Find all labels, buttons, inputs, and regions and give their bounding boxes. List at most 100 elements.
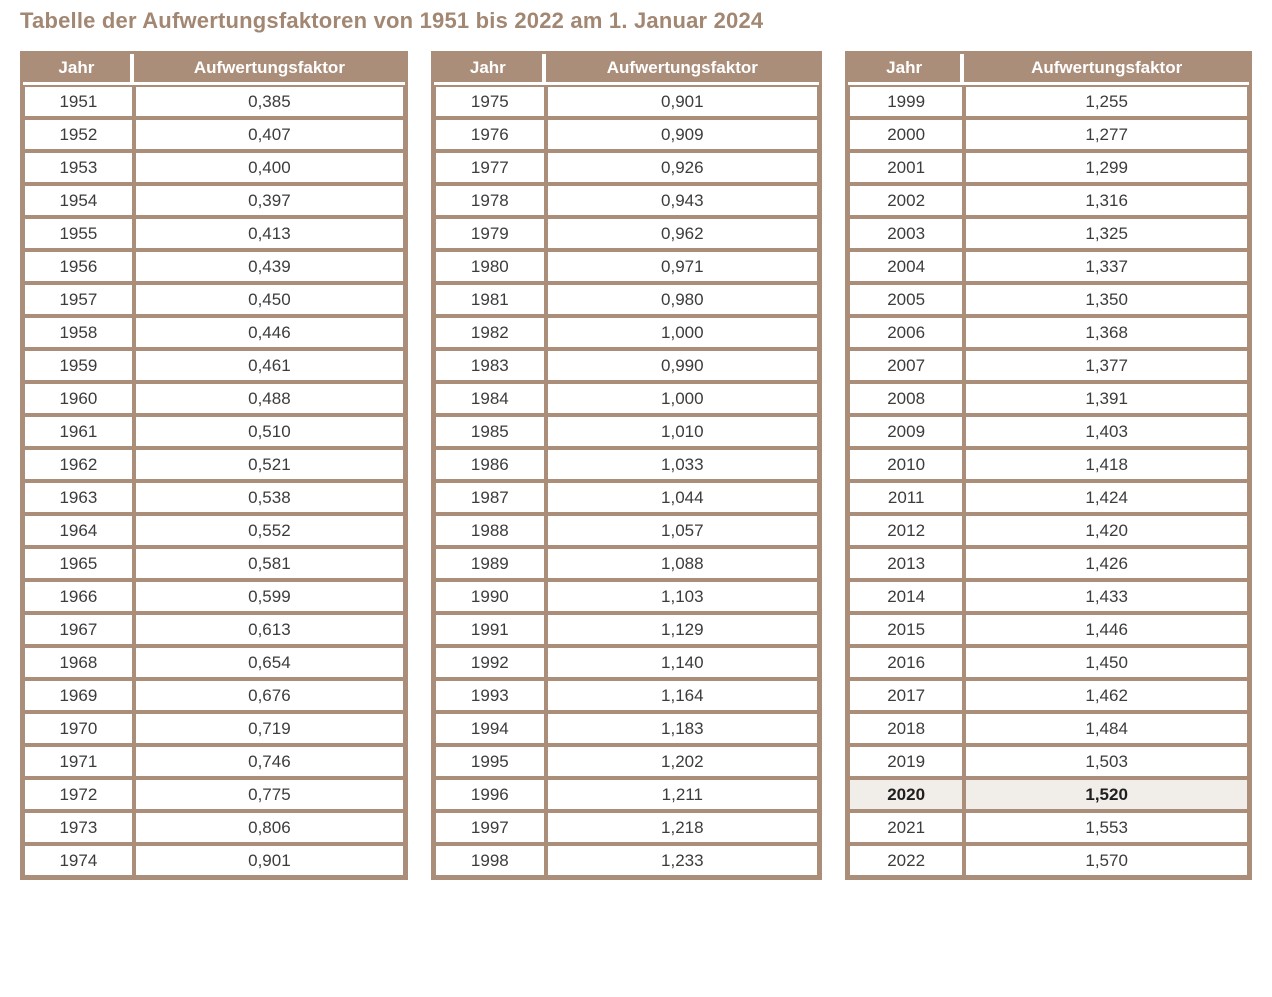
table-row: 2020 1,520: [848, 778, 1249, 811]
factor-cell: 1,420: [964, 514, 1249, 547]
table-row: 1972 0,775: [23, 778, 405, 811]
year-cell: 1971: [23, 745, 134, 778]
year-cell: 2000: [848, 118, 965, 151]
year-cell: 1982: [434, 316, 546, 349]
factor-cell: 0,719: [133, 712, 405, 745]
factor-cell: 0,990: [545, 349, 819, 382]
factor-cell: 1,140: [545, 646, 819, 679]
factor-cell: 1,368: [964, 316, 1249, 349]
factor-cell: 0,980: [545, 283, 819, 316]
year-cell: 1962: [23, 448, 134, 481]
factor-cell: 1,433: [964, 580, 1249, 613]
year-cell: 1966: [23, 580, 134, 613]
factor-cell: 1,350: [964, 283, 1249, 316]
year-cell: 1979: [434, 217, 546, 250]
column-header-year: Jahr: [434, 54, 546, 85]
table-header: Jahr Aufwertungsfaktor: [434, 54, 819, 85]
table-row: 2005 1,350: [848, 283, 1249, 316]
table-row: 1975 0,901: [434, 85, 819, 118]
year-cell: 2021: [848, 811, 965, 844]
year-cell: 1953: [23, 151, 134, 184]
year-cell: 1985: [434, 415, 546, 448]
factor-cell: 1,183: [545, 712, 819, 745]
year-cell: 1959: [23, 349, 134, 382]
year-cell: 1957: [23, 283, 134, 316]
table-row: 1999 1,255: [848, 85, 1249, 118]
table-row: 1965 0,581: [23, 547, 405, 580]
column-header-year: Jahr: [848, 54, 965, 85]
table-row: 1973 0,806: [23, 811, 405, 844]
table-row: 2003 1,325: [848, 217, 1249, 250]
table-row: 2022 1,570: [848, 844, 1249, 877]
year-cell: 1988: [434, 514, 546, 547]
year-cell: 1999: [848, 85, 965, 118]
factor-cell: 0,901: [545, 85, 819, 118]
table-row: 1960 0,488: [23, 382, 405, 415]
table-row: 2001 1,299: [848, 151, 1249, 184]
factors-table-1975-1998: Jahr Aufwertungsfaktor 1975 0,901 1976 0,90…: [431, 51, 822, 880]
table-row: 1995 1,202: [434, 745, 819, 778]
factor-cell: 1,255: [964, 85, 1249, 118]
year-cell: 1964: [23, 514, 134, 547]
year-cell: 2012: [848, 514, 965, 547]
factor-cell: 1,377: [964, 349, 1249, 382]
year-cell: 1998: [434, 844, 546, 877]
table-row: 2006 1,368: [848, 316, 1249, 349]
factor-cell: 1,418: [964, 448, 1249, 481]
table-row: 2013 1,426: [848, 547, 1249, 580]
year-cell: 1987: [434, 481, 546, 514]
factor-cell: 1,000: [545, 316, 819, 349]
table-row: 1982 1,000: [434, 316, 819, 349]
table-row: 2012 1,420: [848, 514, 1249, 547]
factor-cell: 0,461: [133, 349, 405, 382]
year-cell: 1972: [23, 778, 134, 811]
factor-cell: 0,909: [545, 118, 819, 151]
table-row: 2004 1,337: [848, 250, 1249, 283]
factor-cell: 1,010: [545, 415, 819, 448]
table-row: 1966 0,599: [23, 580, 405, 613]
factor-cell: 0,407: [133, 118, 405, 151]
table-row: 2009 1,403: [848, 415, 1249, 448]
factor-cell: 1,446: [964, 613, 1249, 646]
table-row: 1983 0,990: [434, 349, 819, 382]
table-row: 1971 0,746: [23, 745, 405, 778]
factor-cell: 0,746: [133, 745, 405, 778]
year-cell: 1977: [434, 151, 546, 184]
year-cell: 2001: [848, 151, 965, 184]
table-row: 2015 1,446: [848, 613, 1249, 646]
factor-cell: 0,538: [133, 481, 405, 514]
factor-cell: 1,520: [964, 778, 1249, 811]
column-header-year: Jahr: [23, 54, 134, 85]
table-row: 2008 1,391: [848, 382, 1249, 415]
year-cell: 2019: [848, 745, 965, 778]
factor-cell: 0,510: [133, 415, 405, 448]
table-row: 1974 0,901: [23, 844, 405, 877]
year-cell: 1960: [23, 382, 134, 415]
year-cell: 2004: [848, 250, 965, 283]
factor-cell: 1,570: [964, 844, 1249, 877]
factor-cell: 0,775: [133, 778, 405, 811]
year-cell: 1961: [23, 415, 134, 448]
factor-cell: 1,233: [545, 844, 819, 877]
year-cell: 1956: [23, 250, 134, 283]
factor-cell: 0,400: [133, 151, 405, 184]
table-row: 2021 1,553: [848, 811, 1249, 844]
year-cell: 2020: [848, 778, 965, 811]
factor-cell: 1,424: [964, 481, 1249, 514]
table-row: 1992 1,140: [434, 646, 819, 679]
table-row: 2007 1,377: [848, 349, 1249, 382]
factor-cell: 0,599: [133, 580, 405, 613]
table-row: 2002 1,316: [848, 184, 1249, 217]
table-row: 1981 0,980: [434, 283, 819, 316]
year-cell: 2008: [848, 382, 965, 415]
year-cell: 2011: [848, 481, 965, 514]
year-cell: 1997: [434, 811, 546, 844]
table-row: 1957 0,450: [23, 283, 405, 316]
year-cell: 2014: [848, 580, 965, 613]
year-cell: 1958: [23, 316, 134, 349]
factor-cell: 1,129: [545, 613, 819, 646]
factor-cell: 1,218: [545, 811, 819, 844]
year-cell: 1963: [23, 481, 134, 514]
factor-cell: 1,450: [964, 646, 1249, 679]
